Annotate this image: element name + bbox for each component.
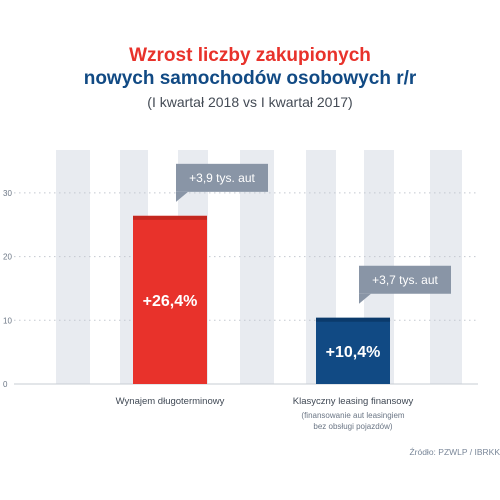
bar [133,215,207,384]
background-stripe [56,150,90,384]
callout-text: +3,7 tys. aut [372,273,438,287]
callout-pointer [359,293,371,304]
y-tick-label: 20 [3,253,12,262]
category-label: Wynajem długoterminowy [116,396,225,407]
y-tick-label: 10 [3,316,12,325]
source-note: Źródło: PZWLP / IBRKK [409,447,500,457]
chart-subtitle: (I kwartał 2018 vs I kwartał 2017) [147,94,353,110]
y-tick-label: 0 [3,380,8,389]
bar-top-edge [316,317,390,322]
category-label: Klasyczny leasing finansowy [293,396,414,407]
callout-text: +3,9 tys. aut [189,171,255,185]
callout-box [359,265,451,294]
y-tick-label: 30 [3,189,12,198]
bar-value-label: +10,4% [326,344,381,361]
bar-value-label: +26,4% [143,293,198,310]
bar [316,317,390,384]
category-note: (finansowanie aut leasingiem [301,411,405,420]
callout-box [176,163,268,192]
chart-title-line2: nowych samochodów osobowych r/r [83,68,417,89]
bar-top-edge [133,215,207,220]
callout-pointer [176,191,188,202]
chart-title-line1: Wzrost liczby zakupionych [129,45,371,66]
category-note: bez obsługi pojazdów) [313,422,392,431]
